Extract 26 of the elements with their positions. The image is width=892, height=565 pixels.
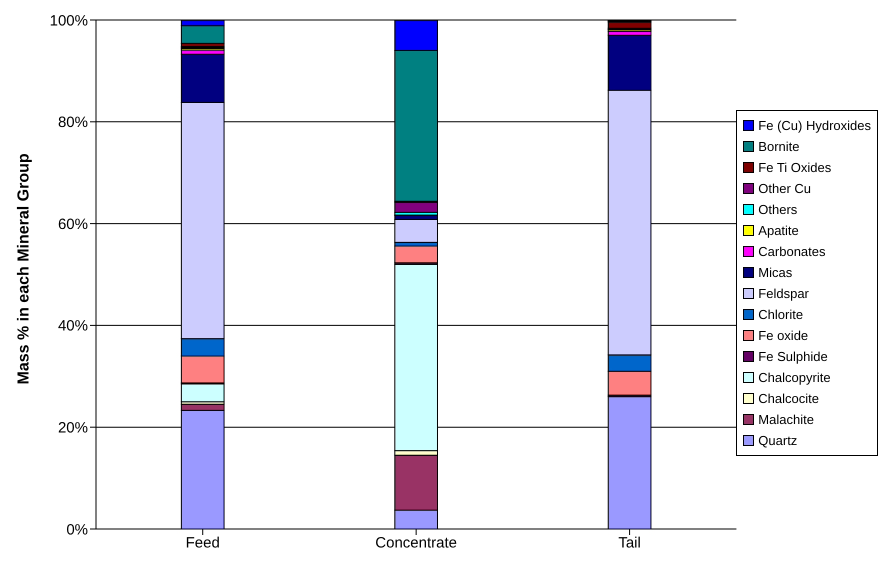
y-axis-title: Mass % in each Mineral Group (16, 153, 33, 384)
legend-label: Malachite (758, 412, 814, 426)
legend-label: Fe Sulphide (758, 348, 828, 364)
y-tick-label: 0% (66, 521, 88, 538)
y-tick-label: 60% (58, 216, 88, 233)
y-tick-label: 80% (58, 114, 88, 132)
legend-label: Micas (758, 264, 792, 280)
legend-label: Fe oxide (758, 328, 808, 342)
legend-label: Fe Ti Oxides (758, 160, 832, 174)
x-tick-label: Concentrate (375, 534, 458, 552)
legend-label: Apatite (758, 222, 799, 238)
legend-label: Fe (Cu) Hydroxides (758, 118, 871, 132)
y-tick-label: 100% (50, 12, 88, 30)
legend-label: Quartz (758, 432, 798, 448)
y-tick-label: 40% (58, 318, 88, 335)
legend-label: Bornite (758, 138, 800, 154)
x-tick-label: Tail (618, 534, 641, 552)
legend-label: Feldspar (758, 286, 809, 300)
legend-label: Other Cu (758, 180, 812, 196)
legend-label: Chlorite (758, 306, 804, 322)
legend-label: Carbonates (758, 244, 826, 258)
legend-label: Chalcopyrite (758, 370, 831, 384)
y-tick-label: 20% (58, 420, 88, 437)
legend-label: Others (758, 202, 798, 216)
x-tick-label: Feed (186, 534, 220, 552)
legend-label: Chalcocite (758, 390, 819, 406)
